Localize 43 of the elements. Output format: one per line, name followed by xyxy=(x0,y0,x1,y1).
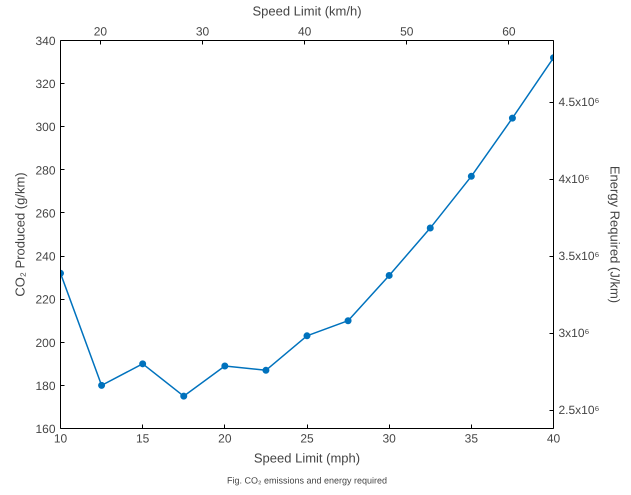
point xyxy=(180,392,188,400)
y-tick-label: 340 xyxy=(35,34,56,48)
y2-tick-label: 3.5x10⁶ xyxy=(558,249,600,264)
x-tick-label: 35 xyxy=(464,432,478,446)
x2-axis-title: Speed Limit (km/h) xyxy=(252,4,362,18)
y2-tick-label: 4.5x10⁶ xyxy=(558,95,600,110)
y2-tick-label: 4x10⁶ xyxy=(558,172,590,186)
x2-tick-label: 50 xyxy=(400,24,414,38)
point xyxy=(304,332,310,340)
point xyxy=(508,114,516,122)
x2-tick-label: 20 xyxy=(94,24,108,38)
point xyxy=(262,366,270,374)
text: Fig. CO₂ emissions and energy required xyxy=(226,476,388,486)
y2-tick-label: 3x10⁶ xyxy=(558,326,590,340)
x2-tick-label: 30 xyxy=(196,24,210,38)
y-tick-label: 240 xyxy=(35,250,56,264)
x-tick-label: 40 xyxy=(546,432,560,446)
x-axis-title: Speed Limit (mph) xyxy=(254,450,360,466)
y2-tick-label: 2.5x10⁶ xyxy=(558,403,600,418)
x-tick-label: 10 xyxy=(54,432,68,446)
y-tick-label: 200 xyxy=(35,336,56,350)
y-tick-label: 220 xyxy=(35,292,56,307)
point xyxy=(139,360,146,368)
point xyxy=(221,362,228,370)
point xyxy=(468,172,475,180)
x-tick-label: 20 xyxy=(218,432,232,446)
x-tick-label: 30 xyxy=(382,432,396,446)
y-tick-label: 280 xyxy=(35,163,56,178)
y-tick-label: 300 xyxy=(35,120,56,134)
y2-axis-title: Energy Required (J/km) xyxy=(607,166,622,304)
x-tick-label: 15 xyxy=(136,432,150,446)
y-tick-label: 320 xyxy=(35,77,56,92)
point xyxy=(386,272,393,279)
x-tick-label: 25 xyxy=(300,432,314,446)
y-axis-title: CO₂ Produced (g/km) xyxy=(12,172,28,297)
x2-tick-label: 60 xyxy=(502,24,516,38)
y-tick-label: 180 xyxy=(35,378,56,393)
point xyxy=(344,317,352,324)
point xyxy=(98,382,106,389)
y-tick-label: 260 xyxy=(35,206,56,220)
x2-tick-label: 40 xyxy=(298,24,312,38)
point xyxy=(426,224,434,232)
y-tick-label: 160 xyxy=(35,422,56,436)
